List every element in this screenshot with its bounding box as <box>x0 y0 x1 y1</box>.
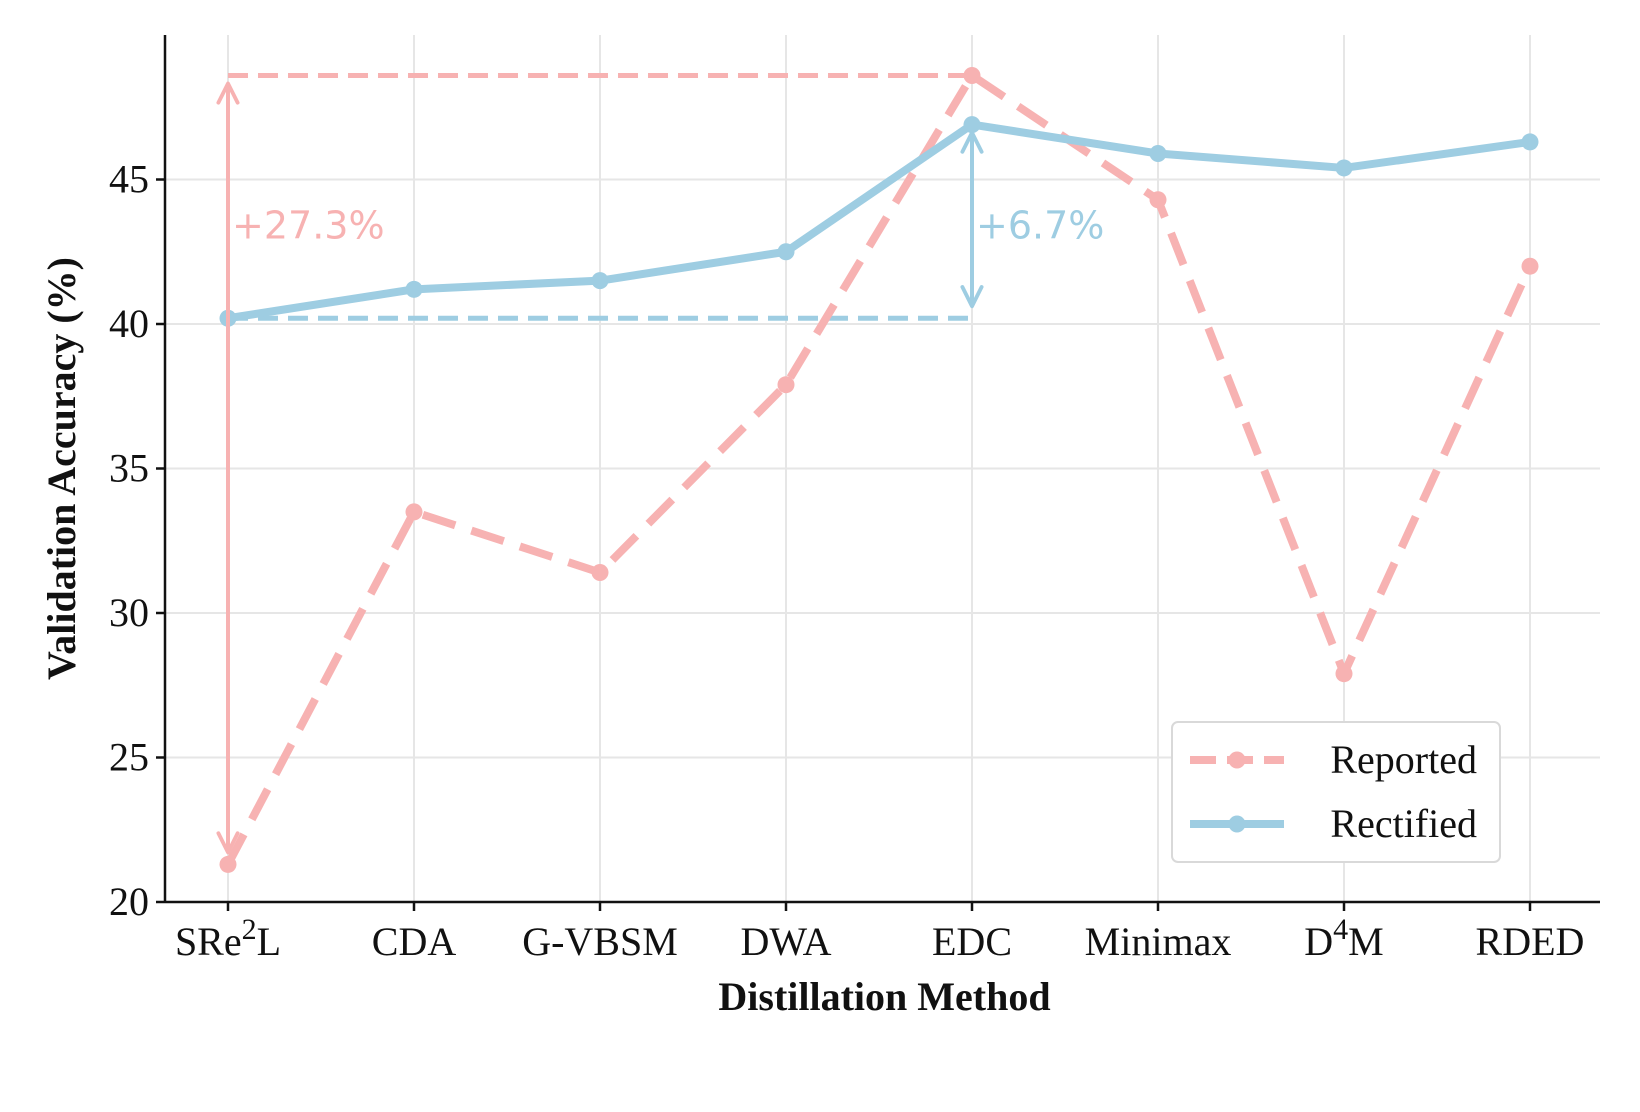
legend: Reported Rectified <box>1171 721 1501 863</box>
x-tick-label-base: Minimax <box>1085 919 1232 964</box>
x-tick-label-superscript: 2 <box>242 913 257 946</box>
x-tick-label-base: G-VBSM <box>522 919 678 964</box>
x-tick-label-rest: M <box>1348 919 1384 964</box>
legend-marker-rectified <box>1228 815 1246 833</box>
data-point-reported-0 <box>219 855 237 873</box>
annotation-arrows-layer <box>216 81 984 855</box>
x-axis-title: Distillation Method <box>718 974 1050 1019</box>
x-tick-label-base: D <box>1304 919 1333 964</box>
x-tick-label-base: RDED <box>1476 919 1585 964</box>
data-point-rectified-6 <box>1335 159 1353 177</box>
data-point-rectified-5 <box>1149 144 1167 162</box>
legend-label-reported: Reported <box>1330 737 1477 782</box>
y-tick-label-40: 40 <box>109 301 149 346</box>
annotation-label-1: +6.7% <box>976 203 1104 247</box>
legend-marker-reported <box>1228 751 1246 769</box>
y-tick-label-25: 25 <box>109 735 149 780</box>
data-point-reported-5 <box>1149 191 1167 209</box>
data-point-rectified-1 <box>405 280 423 298</box>
data-point-reported-1 <box>405 503 423 521</box>
x-tick-label-6: D4M <box>1304 913 1383 964</box>
x-tick-label-7: RDED <box>1476 919 1585 964</box>
series-layer <box>219 66 1539 873</box>
y-tick-label-35: 35 <box>109 446 149 491</box>
x-tick-label-0: SRe2L <box>175 913 281 964</box>
axes-layer <box>156 35 1600 911</box>
data-point-rectified-2 <box>591 272 609 290</box>
annotation-label-0: +27.3% <box>232 203 385 247</box>
y-tick-label-45: 45 <box>109 157 149 202</box>
x-tick-label-3: DWA <box>740 919 831 964</box>
legend-label-rectified: Rectified <box>1330 801 1477 846</box>
data-point-reported-2 <box>591 564 609 582</box>
y-axis-title: Validation Accuracy (%) <box>39 257 84 680</box>
data-point-reported-7 <box>1521 257 1539 275</box>
x-tick-label-1: CDA <box>372 919 457 964</box>
x-tick-label-base: DWA <box>740 919 831 964</box>
x-tick-label-5: Minimax <box>1085 919 1232 964</box>
x-tick-label-superscript: 4 <box>1333 913 1348 946</box>
x-tick-label-base: EDC <box>932 919 1012 964</box>
x-tick-label-rest: L <box>257 919 281 964</box>
series-line-reported <box>224 71 1534 867</box>
x-tick-label-2: G-VBSM <box>522 919 678 964</box>
x-tick-label-base: SRe <box>175 919 242 964</box>
data-point-rectified-7 <box>1521 133 1539 151</box>
annotation-lines-layer <box>228 72 972 321</box>
x-tick-label-base: CDA <box>372 919 457 964</box>
data-point-reported-6 <box>1335 665 1353 683</box>
y-tick-label-20: 20 <box>109 879 149 924</box>
labels-layer: +27.3% +6.7% 20 25 30 35 40 45 SRe2L CDA G-VBSM DWA… <box>39 157 1584 1020</box>
y-tick-label-30: 30 <box>109 590 149 635</box>
x-tick-label-4: EDC <box>932 919 1012 964</box>
series-line-rectified <box>227 120 1531 323</box>
data-point-rectified-4 <box>963 116 981 134</box>
data-point-reported-3 <box>777 376 795 394</box>
data-point-rectified-3 <box>777 243 795 261</box>
data-point-reported-4 <box>963 66 981 84</box>
